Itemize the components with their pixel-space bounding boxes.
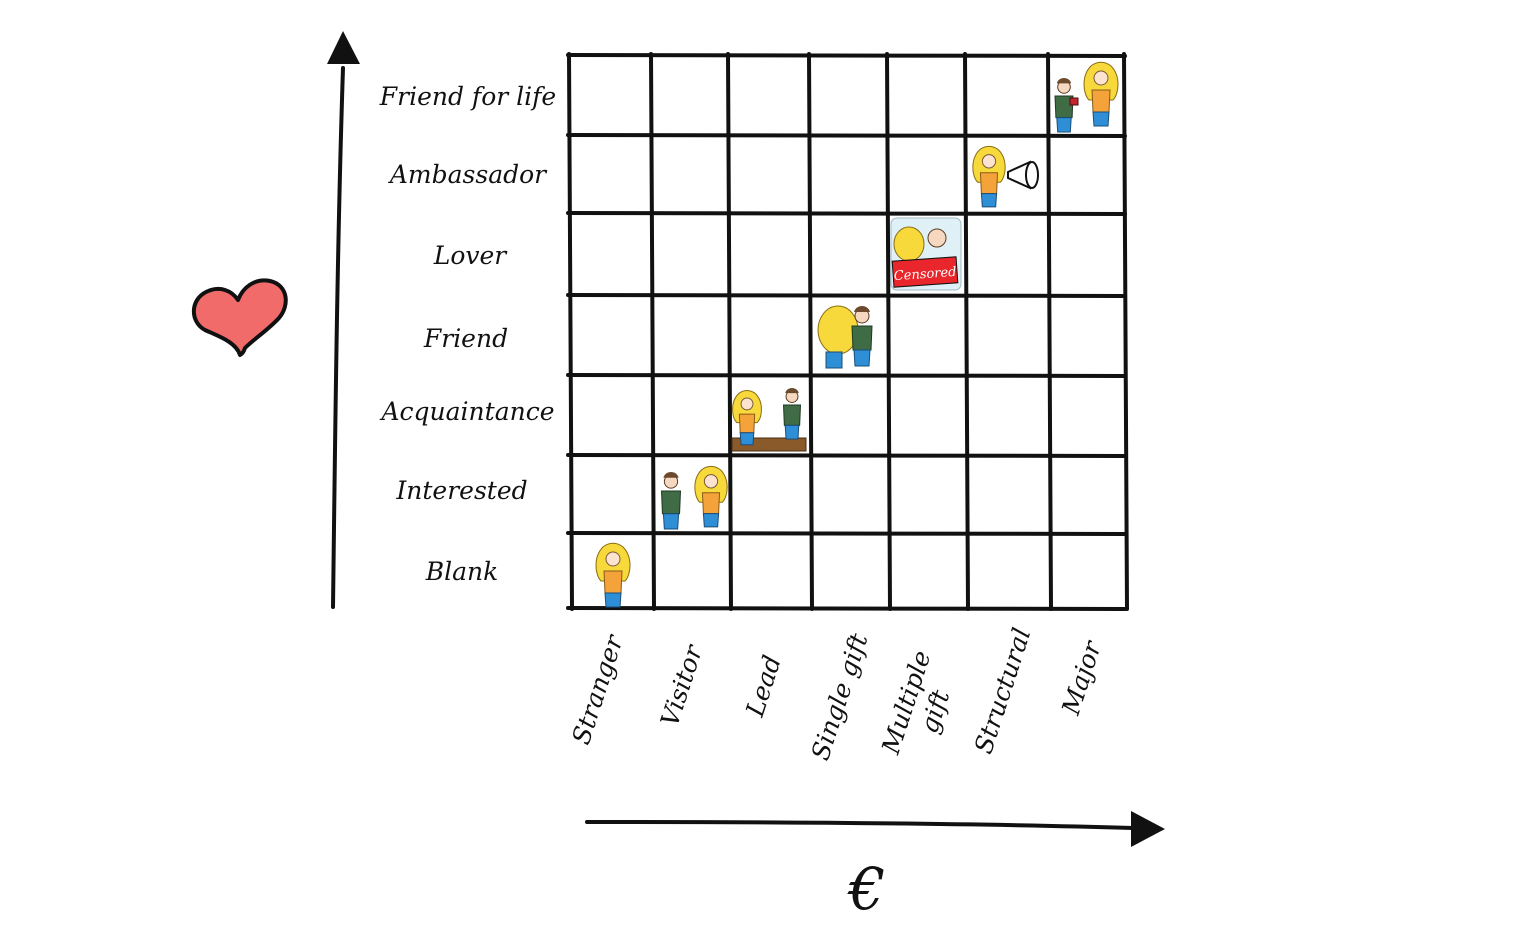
grid-line-horizontal-2 [566,211,1127,216]
man-shirt [660,490,682,515]
love-axis-line [331,66,345,609]
illustration-woman-standing [595,542,631,608]
row-label-lover: Lover [433,241,507,270]
grid-line-horizontal-4 [566,373,1127,378]
illustrations: Censored [595,61,1119,608]
illustration-couple-embracing [817,305,873,369]
man-shirt [782,404,802,426]
man-jeans [1056,117,1072,133]
money-axis [585,811,1165,847]
grid-line-vertical-5 [963,52,970,611]
woman-jeans [825,351,843,369]
woman-jeans [980,193,998,208]
man-jeans [784,424,800,440]
illustration-woman-megaphone [972,145,1039,208]
relationship-grid [566,52,1129,611]
grid-line-horizontal-1 [566,133,1127,138]
woman-face [1093,70,1109,86]
row-label-interested: Interested [396,476,528,505]
man-jeans [853,349,871,367]
grid-line-vertical-6 [1046,52,1053,611]
grid-line-vertical-1 [649,52,656,611]
money-axis-line [585,820,1135,830]
row-label-friend: Friend [423,324,509,353]
row-label-blank: Blank [425,557,499,586]
grid-line-vertical-4 [885,52,892,611]
grid-line-vertical-3 [807,52,814,611]
man-jeans [662,513,680,530]
grid-line-vertical-0 [567,52,574,611]
row-label-acquaintance: Acquaintance [381,397,555,426]
man-face [927,228,947,248]
illustration-proposal [1054,61,1119,133]
censored-banner [891,256,959,288]
woman-shirt [701,492,721,515]
grid-line-horizontal-3 [566,293,1127,298]
woman-shirt [738,413,756,434]
love-axis-arrowhead [327,31,360,64]
woman-face [740,397,754,411]
woman-shirt [1091,89,1111,113]
grid-line-vertical-2 [726,52,733,611]
row-label-friend-for-life: Friend for life [379,82,557,111]
woman-jeans [702,513,720,528]
man-shirt [851,325,873,351]
man-hair [1056,78,1072,84]
ring-box-icon [1069,97,1079,106]
grid-line-horizontal-5 [566,453,1127,458]
grid-line-horizontal-7 [566,606,1127,611]
man-shirt [1054,95,1074,119]
man-hair [854,306,870,312]
woman-face [703,474,719,489]
row-label-ambassador: Ambassador [389,160,547,189]
man-hair [785,388,799,394]
woman-jeans [739,432,755,446]
love-axis [327,31,360,609]
money-axis-arrowhead [1131,811,1165,847]
heart-icon [191,278,288,357]
grid-line-horizontal-6 [566,531,1127,536]
man-hair [663,472,679,478]
woman-face [605,551,621,567]
illustration-couple-censored: Censored [890,217,962,291]
woman-jeans [1092,111,1110,127]
woman-face [981,154,997,169]
euro-symbol: € [848,855,886,923]
illustration-couple-talking [731,388,807,452]
censored-text: Censored [893,265,957,284]
woman-hair [893,226,925,262]
illustration-man-and-woman-standing [660,465,728,530]
grid-line-vertical-7 [1122,52,1129,611]
woman-shirt [603,570,623,594]
woman-shirt [979,172,999,195]
grid-line-horizontal-0 [566,53,1127,58]
megaphone-bell [1025,161,1039,189]
woman-jeans [604,592,622,608]
